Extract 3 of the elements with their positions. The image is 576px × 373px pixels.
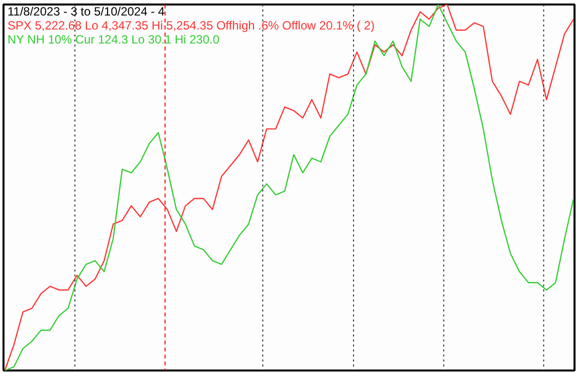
chart-title: 11/8/2023 - 3 to 5/10/2024 - 4 (8, 4, 166, 18)
text: NY NH 10% Cur 124.3 Lo 30.1 Hi 230.0 (8, 32, 220, 46)
series-label: SPX 5,222.68 Lo 4,347.35 Hi 5,254.35 Offhigh .6% Offlow 20.1% ( 2) (8, 18, 375, 32)
